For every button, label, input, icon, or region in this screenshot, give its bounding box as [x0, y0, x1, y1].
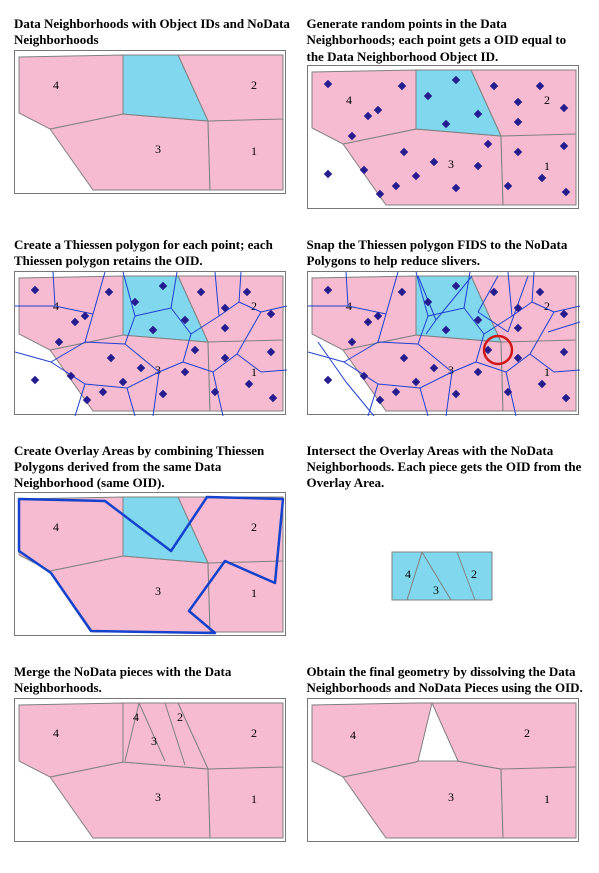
figure-1: 1 2 3 4	[14, 50, 286, 194]
svg-2: 1 2 3 4	[308, 66, 580, 210]
panel-4: Snap the Thiessen polygon FIDS to the No…	[307, 237, 586, 415]
svg-text:4: 4	[346, 93, 352, 107]
svg-1: 1 2 3 4	[15, 51, 287, 195]
caption-4: Snap the Thiessen polygon FIDS to the No…	[307, 237, 586, 271]
caption-5: Create Overlay Areas by combining Thiess…	[14, 443, 293, 492]
svg-4: 1234	[308, 272, 580, 416]
svg-text:2: 2	[177, 710, 183, 724]
caption-2: Generate random points in the Data Neigh…	[307, 16, 586, 65]
diagram-grid: Data Neighborhoods with Object IDs and N…	[0, 0, 599, 858]
svg-text:2: 2	[251, 726, 257, 740]
panel-5: Create Overlay Areas by combining Thiess…	[14, 443, 293, 636]
svg-text:3: 3	[155, 142, 161, 156]
svg-text:3: 3	[155, 584, 161, 598]
svg-text:2: 2	[251, 520, 257, 534]
caption-6: Intersect the Overlay Areas with the NoD…	[307, 443, 586, 492]
svg-text:2: 2	[471, 567, 477, 581]
svg-text:3: 3	[155, 790, 161, 804]
svg-3: 1234	[15, 272, 287, 416]
svg-text:4: 4	[53, 726, 59, 740]
panel-8: Obtain the final geometry by dissolving …	[307, 664, 586, 842]
svg-text:2: 2	[251, 78, 257, 92]
panel-2: Generate random points in the Data Neigh…	[307, 16, 586, 209]
panel-6: Intersect the Overlay Areas with the NoD…	[307, 443, 586, 636]
svg-text:4: 4	[53, 78, 59, 92]
svg-text:3: 3	[448, 790, 454, 804]
svg-text:1: 1	[251, 586, 257, 600]
svg-7: 1234234	[15, 699, 287, 843]
caption-8: Obtain the final geometry by dissolving …	[307, 664, 586, 698]
figure-4: 1234	[307, 271, 579, 415]
figure-6: 2 3 4	[307, 492, 579, 636]
svg-8: 1 2 3 4	[308, 699, 580, 843]
svg-text:3: 3	[151, 734, 157, 748]
svg-text:3: 3	[448, 157, 454, 171]
svg-text:4: 4	[350, 728, 356, 742]
svg-text:2: 2	[251, 299, 257, 313]
svg-text:4: 4	[53, 520, 59, 534]
figure-5: 1 2 3 4	[14, 492, 286, 636]
svg-text:2: 2	[524, 726, 530, 740]
figure-8: 1 2 3 4	[307, 698, 579, 842]
svg-text:1: 1	[544, 792, 550, 806]
svg-text:1: 1	[251, 144, 257, 158]
figure-3: 1234	[14, 271, 286, 415]
caption-7: Merge the NoData pieces with the Data Ne…	[14, 664, 293, 698]
svg-text:2: 2	[544, 299, 550, 313]
figure-2: 1 2 3 4	[307, 65, 579, 209]
caption-1: Data Neighborhoods with Object IDs and N…	[14, 16, 293, 50]
svg-text:2: 2	[544, 93, 550, 107]
svg-6: 2 3 4	[307, 492, 579, 636]
svg-text:1: 1	[544, 159, 550, 173]
svg-text:1: 1	[251, 792, 257, 806]
svg-text:3: 3	[433, 583, 439, 597]
svg-5: 1 2 3 4	[15, 493, 287, 637]
figure-7: 1234234	[14, 698, 286, 842]
svg-text:4: 4	[133, 710, 139, 724]
panel-3: Create a Thiessen polygon for each point…	[14, 237, 293, 415]
caption-3: Create a Thiessen polygon for each point…	[14, 237, 293, 271]
svg-text:4: 4	[405, 567, 411, 581]
panel-1: Data Neighborhoods with Object IDs and N…	[14, 16, 293, 209]
panel-7: Merge the NoData pieces with the Data Ne…	[14, 664, 293, 842]
